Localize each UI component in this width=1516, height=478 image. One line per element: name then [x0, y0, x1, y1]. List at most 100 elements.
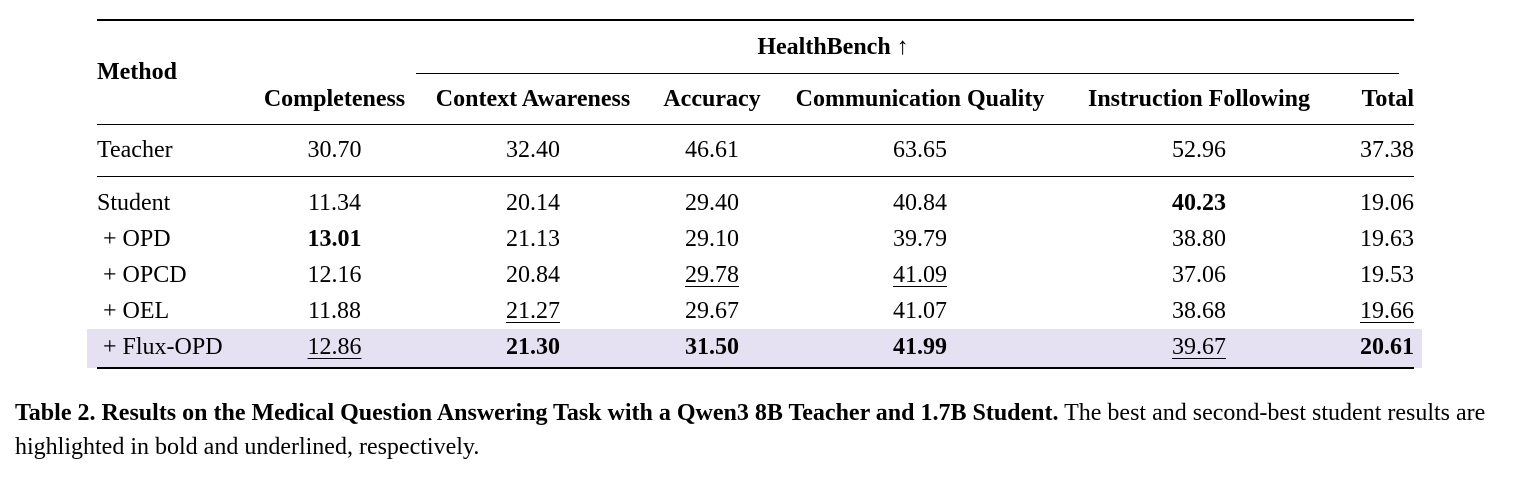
value-cell: 41.99: [775, 329, 1065, 369]
value-text: 20.84: [506, 261, 560, 288]
value-text: 46.61: [685, 137, 739, 163]
value-cell: 20.84: [417, 257, 649, 293]
table-body: Method HealthBench ↑ Completeness Contex…: [97, 19, 1415, 369]
table-row: Teacher 30.70 32.40 46.61 63.65 52.96 37.38: [97, 124, 1415, 177]
value-text: 38.68: [1172, 297, 1226, 324]
value-cell: 30.70: [252, 124, 417, 177]
value-cell: 21.30: [417, 329, 649, 369]
value-text: 21.27: [506, 297, 560, 324]
table-row: + OPD 13.01 21.13 29.10 39.79 38.80 19.63: [97, 221, 1414, 257]
value-text: 37.38: [1360, 137, 1415, 163]
value-cell: 29.40: [649, 176, 775, 221]
method-cell: Student: [97, 176, 252, 221]
value-cell: 19.66: [1333, 293, 1414, 329]
value-cell: 46.61: [649, 124, 775, 177]
value-cell: 20.14: [417, 176, 649, 221]
value-text: 21.13: [506, 225, 560, 252]
value-text: 20.14: [506, 189, 560, 216]
value-cell: 39.79: [775, 221, 1065, 257]
value-cell: 40.84: [775, 176, 1065, 221]
value-text: 40.23: [1172, 189, 1226, 216]
value-text: 19.53: [1360, 261, 1415, 288]
value-text: 12.16: [307, 261, 362, 288]
value-cell: 12.86: [252, 329, 417, 369]
value-text: 63.65: [893, 137, 947, 163]
column-header-context-awareness: Context Awareness: [435, 85, 631, 112]
value-cell: 11.88: [252, 293, 417, 329]
method-cell: + OEL: [103, 297, 170, 324]
value-cell: 41.09: [775, 257, 1065, 293]
value-cell: 13.01: [252, 221, 417, 257]
value-cell: 38.68: [1065, 293, 1333, 329]
table-row: + OEL 11.88 21.27 29.67 41.07 38.68 19.66: [97, 293, 1414, 329]
value-cell: 38.80: [1065, 221, 1333, 257]
value-text: 21.30: [506, 333, 560, 360]
value-text: 29.78: [685, 261, 739, 288]
value-cell: 63.65: [775, 124, 1065, 177]
method-cell: Teacher: [97, 124, 252, 177]
value-cell: 37.06: [1065, 257, 1333, 293]
value-text: 30.70: [307, 137, 362, 163]
value-cell: 11.34: [252, 176, 417, 221]
table-row: + OPCD 12.16 20.84 29.78 41.09 37.06 19.53: [97, 257, 1414, 293]
value-cell: 21.13: [417, 221, 649, 257]
value-cell: 52.96: [1065, 124, 1333, 177]
value-cell: 21.27: [417, 293, 649, 329]
table-row: + Flux-OPD 12.86 21.30 31.50 41.99 39.67 20.61: [97, 329, 1415, 369]
value-text: 19.63: [1360, 225, 1415, 252]
value-cell: 37.38: [1333, 124, 1415, 177]
results-table-container: Method HealthBench ↑ Completeness Contex…: [97, 19, 1415, 369]
healthbench-header-label: HealthBench ↑: [757, 34, 909, 60]
method-cell: + OPCD: [103, 261, 187, 288]
value-text: 29.40: [685, 189, 739, 216]
value-cell: 19.53: [1333, 257, 1414, 293]
column-header-communication-quality: Communication Quality: [795, 85, 1045, 112]
value-text: 19.66: [1360, 297, 1415, 324]
value-cell: 20.61: [1333, 329, 1415, 369]
value-text: 37.06: [1172, 261, 1226, 288]
caption-label: Table 2. Results on the Medical Question…: [15, 400, 1059, 426]
value-text: 19.06: [1360, 189, 1415, 216]
column-header-completeness: Completeness: [263, 85, 406, 112]
value-text: 11.88: [307, 297, 362, 324]
value-text: 11.34: [307, 189, 362, 216]
value-text: 38.80: [1172, 225, 1226, 252]
value-cell: 29.78: [649, 257, 775, 293]
value-text: 32.40: [506, 137, 560, 163]
caption-text: The best and second-best student results…: [15, 400, 1486, 460]
value-cell: 41.07: [775, 293, 1065, 329]
value-text: 31.50: [685, 333, 739, 360]
method-header: Method: [97, 19, 252, 125]
table-row: Student 11.34 20.14 29.40 40.84 40.23 19.06: [97, 176, 1415, 221]
column-header-accuracy: Accuracy: [663, 85, 761, 112]
value-text: 41.09: [893, 261, 947, 288]
method-cell: + Flux-OPD: [97, 329, 252, 369]
group-header-rule: [416, 73, 1400, 74]
value-cell: 32.40: [417, 124, 649, 177]
value-cell: 40.23: [1065, 176, 1333, 221]
value-cell: 29.10: [649, 221, 775, 257]
value-text: 39.79: [893, 225, 947, 252]
table-caption: Table 2. Results on the Medical Question…: [15, 396, 1505, 464]
value-cell: 12.16: [252, 257, 417, 293]
value-text: 41.07: [893, 297, 947, 324]
value-cell: 19.06: [1333, 176, 1415, 221]
value-cell: 19.63: [1333, 221, 1414, 257]
value-cell: 39.67: [1065, 329, 1333, 369]
value-text: 13.01: [307, 225, 362, 252]
value-text: 41.99: [893, 333, 947, 360]
value-cell: 31.50: [649, 329, 775, 369]
method-cell: + OPD: [103, 225, 171, 252]
value-text: 52.96: [1172, 137, 1226, 163]
column-header-total: Total: [1361, 85, 1415, 112]
value-text: 20.61: [1360, 333, 1415, 360]
healthbench-group-header: HealthBench ↑: [252, 19, 1415, 74]
value-text: 40.84: [893, 189, 947, 216]
column-header-instruction-following: Instruction Following: [1087, 85, 1311, 112]
results-table: Method HealthBench ↑ Completeness Contex…: [97, 19, 1415, 369]
value-text: 29.10: [685, 225, 739, 252]
value-text: 12.86: [307, 333, 362, 360]
value-cell: 29.67: [649, 293, 775, 329]
value-text: 29.67: [685, 297, 739, 324]
value-text: 39.67: [1172, 333, 1226, 360]
